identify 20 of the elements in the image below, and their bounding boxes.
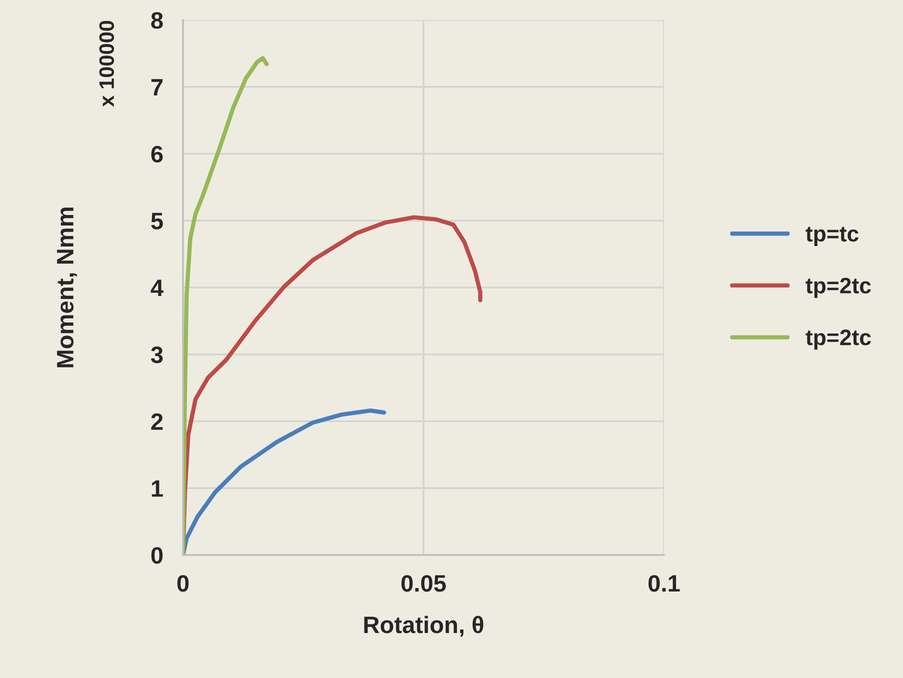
legend-label: tp=tc [806,226,858,246]
y-tick-label: 8 [151,12,163,29]
y-tick-label: 1 [152,480,163,497]
x-tick-label: 0.05 [401,575,446,592]
text: x 100000 [99,20,114,107]
y-tick-label: 5 [151,212,163,230]
x-tick-label: 0.1 [648,575,680,592]
y-tick-label: 2 [151,413,163,430]
y-tick-label: 0 [151,547,163,564]
y-axis-title: Moment, Nmm [57,208,77,368]
y-tick-label: 7 [151,79,163,96]
x-tick-label: 0 [177,575,189,592]
legend-label: tp=2tc [806,330,871,350]
x-axis-title: Rotation, θ [364,616,484,637]
line-series [183,56,269,555]
line-series [183,408,386,555]
legend-label: tp=2tc [806,278,871,298]
y-tick-label: 4 [150,280,164,296]
y-tick-label: 6 [151,146,163,163]
y-tick-label: 3 [150,346,163,364]
